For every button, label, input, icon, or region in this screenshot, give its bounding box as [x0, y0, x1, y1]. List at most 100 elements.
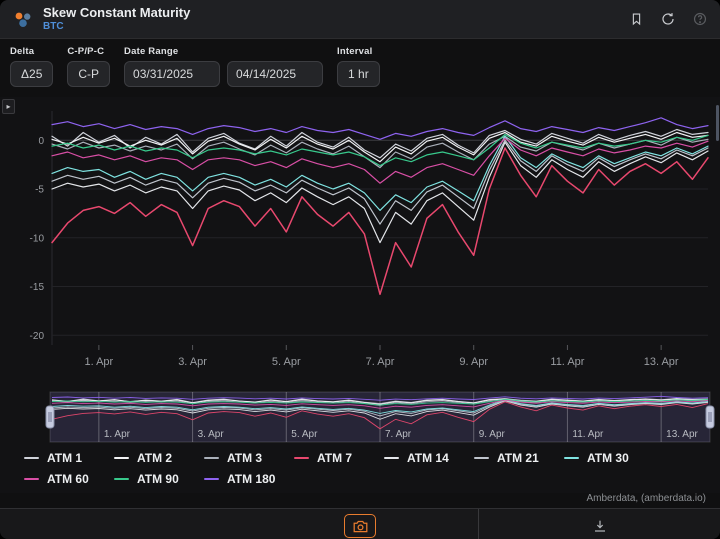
help-button[interactable] [692, 11, 708, 27]
navigator-x-label: 11. Apr [572, 429, 604, 440]
control-interval: Interval 1 hr [337, 46, 380, 87]
navigator-wrap: 1. Apr 3. Apr 5. Apr 7. Apr 9. Apr 11. Apr 13.… [0, 391, 720, 445]
y-tick-label: 0 [38, 136, 44, 147]
y-tick-label: -5 [35, 185, 44, 196]
control-date-range: Date Range [124, 46, 324, 87]
navigator-x-label: 9. Apr [479, 429, 506, 440]
series-line-atm-21 [51, 139, 709, 225]
navigator-handle-left[interactable] [45, 405, 55, 429]
legend-label: ATM 180 [227, 472, 276, 486]
interval-label: Interval [337, 46, 373, 57]
scrollbar-thumb[interactable] [716, 105, 719, 141]
x-tick-label: 1. Apr [84, 356, 113, 368]
control-cp-pc: C-P/P-C C-P [67, 46, 111, 87]
y-tick-label: -20 [30, 331, 45, 342]
legend-item-atm-2[interactable]: ATM 2 [114, 451, 204, 465]
legend-marker [384, 456, 399, 460]
legend-item-atm-90[interactable]: ATM 90 [114, 472, 204, 486]
y-tick-label: -10 [30, 233, 45, 244]
page-title: Skew Constant Maturity [43, 4, 191, 20]
chevron-right-icon: ▸ [6, 102, 11, 111]
cp-pc-label: C-P/P-C [67, 46, 105, 57]
legend-item-atm-3[interactable]: ATM 3 [204, 451, 294, 465]
legend-item-atm-60[interactable]: ATM 60 [24, 472, 114, 486]
legend-marker [474, 456, 489, 460]
toolbar-divider [478, 509, 480, 539]
series-line-atm-60 [51, 137, 709, 184]
navigator-x-label: 13. Apr [666, 429, 698, 440]
legend-label: ATM 3 [227, 451, 263, 465]
bottom-toolbar [0, 508, 720, 539]
y-tick-label: -15 [30, 282, 45, 293]
header-titles: Skew Constant Maturity BTC [43, 4, 191, 32]
series-line-atm-30 [51, 135, 709, 212]
legend-marker [24, 477, 39, 481]
controls-bar: Delta Δ25 C-P/P-C C-P Date Range Interva… [0, 39, 720, 97]
navigator-series-atm-2 [51, 398, 709, 405]
legend-label: ATM 14 [407, 451, 449, 465]
date-range-inputs [124, 61, 324, 87]
start-date-input[interactable] [124, 61, 221, 87]
legend-marker [564, 456, 579, 460]
delta-button[interactable]: Δ25 [10, 61, 54, 87]
panel-expand-button[interactable]: ▸ [2, 99, 15, 114]
navigator-x-label: 7. Apr [385, 429, 412, 440]
camera-icon [352, 519, 369, 533]
navigator-x-label: 3. Apr [198, 429, 225, 440]
legend-label: ATM 90 [137, 472, 179, 486]
legend-row-1: ATM 1 ATM 2 ATM 3 ATM 7 ATM 14 ATM 21 ATM 30 [24, 451, 720, 465]
amberdata-logo [12, 8, 34, 30]
legend-marker [204, 456, 219, 460]
asset-subtitle: BTC [43, 20, 64, 32]
interval-button[interactable]: 1 hr [337, 61, 380, 87]
navigator-handle-right[interactable] [705, 405, 715, 429]
series-line-atm-90 [51, 133, 709, 167]
series-line-atm-180 [51, 117, 709, 140]
control-delta: Delta Δ25 [10, 46, 54, 87]
navigator-x-label: 1. Apr [104, 429, 131, 440]
legend-label: ATM 60 [47, 472, 89, 486]
legend-item-atm-1[interactable]: ATM 1 [24, 451, 114, 465]
refresh-button[interactable] [660, 11, 676, 27]
navigator-series-atm-180 [51, 395, 709, 401]
end-date-input[interactable] [227, 61, 324, 87]
series-line-atm-2 [51, 131, 709, 163]
navigator-chart[interactable]: 1. Apr 3. Apr 5. Apr 7. Apr 9. Apr 11. Apr 13.… [0, 391, 720, 445]
refresh-icon [660, 11, 676, 27]
date-range-label: Date Range [124, 46, 179, 57]
header-actions [629, 11, 708, 27]
legend-row-2: ATM 60 ATM 90 ATM 180 [24, 472, 720, 486]
chart-legend: ATM 1 ATM 2 ATM 3 ATM 7 ATM 14 ATM 21 ATM 30 A… [0, 445, 720, 486]
navigator-series-atm-7 [51, 401, 709, 430]
navigator-series-atm-60 [51, 399, 709, 409]
legend-item-atm-180[interactable]: ATM 180 [204, 472, 294, 486]
download-button[interactable] [590, 516, 610, 536]
legend-label: ATM 30 [587, 451, 629, 465]
legend-marker [114, 477, 129, 481]
main-chart[interactable]: 0 -5 -10 -15 -20 1. Apr 3. Apr 5. Apr 7. Apr 9. A… [0, 97, 720, 387]
legend-label: ATM 21 [497, 451, 539, 465]
x-tick-label: 9. Apr [459, 356, 488, 368]
series-line-atm-7 [51, 147, 709, 296]
legend-label: ATM 1 [47, 451, 83, 465]
bookmark-icon [629, 11, 644, 27]
legend-item-atm-7[interactable]: ATM 7 [294, 451, 384, 465]
cp-pc-button[interactable]: C-P [67, 61, 111, 87]
screenshot-button[interactable] [344, 513, 376, 538]
legend-item-atm-30[interactable]: ATM 30 [564, 451, 654, 465]
legend-marker [114, 456, 129, 460]
bookmark-button[interactable] [629, 11, 644, 27]
x-tick-label: 7. Apr [366, 356, 395, 368]
legend-item-atm-14[interactable]: ATM 14 [384, 451, 474, 465]
x-tick-label: 3. Apr [178, 356, 207, 368]
legend-label: ATM 7 [317, 451, 353, 465]
legend-item-atm-21[interactable]: ATM 21 [474, 451, 564, 465]
attribution-text: Amberdata, (amberdata.io) [586, 493, 706, 504]
legend-marker [294, 456, 309, 460]
delta-label: Delta [10, 46, 35, 57]
x-tick-label: 13. Apr [644, 356, 679, 368]
legend-label: ATM 2 [137, 451, 173, 465]
series-line-atm-1 [51, 128, 709, 159]
navigator-series-atm-14 [51, 400, 709, 420]
